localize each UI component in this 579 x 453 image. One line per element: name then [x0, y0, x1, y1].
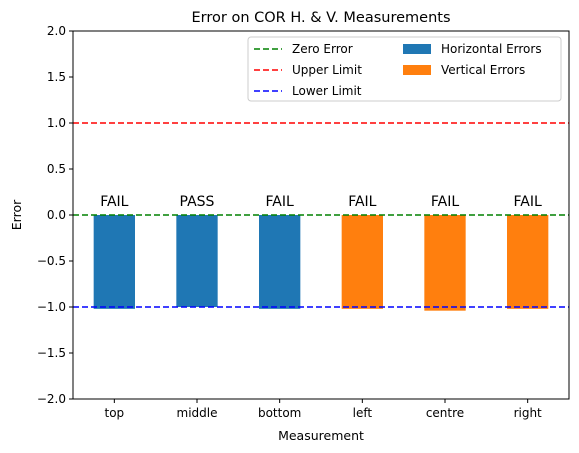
y-tick-label: −1.0	[37, 300, 66, 314]
legend-label: Zero Error	[292, 42, 353, 56]
x-tick-label: middle	[177, 406, 218, 420]
legend-swatch	[403, 44, 431, 54]
bar-status-label: FAIL	[266, 194, 294, 210]
legend-swatch	[403, 65, 431, 75]
legend-label: Upper Limit	[292, 63, 362, 77]
x-tick-label: right	[514, 406, 542, 420]
bar-status-label: FAIL	[514, 194, 542, 210]
y-tick-label: −2.0	[37, 392, 66, 406]
bar-status-label: PASS	[180, 194, 215, 210]
y-tick-label: 1.0	[47, 116, 66, 130]
x-tick-label: left	[353, 406, 373, 420]
y-tick-label: 2.0	[47, 24, 66, 38]
legend-label: Vertical Errors	[441, 63, 525, 77]
y-tick-label: 1.5	[47, 70, 66, 84]
y-tick-label: 0.0	[47, 208, 66, 222]
bar-centre	[424, 215, 466, 311]
x-axis-label: Measurement	[278, 428, 364, 443]
bar-middle	[176, 215, 218, 307]
legend-label: Horizontal Errors	[441, 42, 542, 56]
bar-status-label: FAIL	[348, 194, 376, 210]
x-tick-label: centre	[426, 406, 464, 420]
y-axis-label: Error	[9, 199, 24, 230]
x-tick-label: top	[104, 406, 124, 420]
legend-label: Lower Limit	[292, 84, 362, 98]
y-tick-label: 0.5	[47, 162, 66, 176]
x-tick-label: bottom	[258, 406, 301, 420]
bar-top	[93, 215, 135, 309]
bar-status-label: FAIL	[431, 194, 459, 210]
y-tick-label: −1.5	[37, 346, 66, 360]
y-tick-label: −0.5	[37, 254, 66, 268]
bar-status-label: FAIL	[100, 194, 128, 210]
bar-bottom	[259, 215, 301, 309]
bar-right	[507, 215, 549, 309]
plot-area: FAIL PASS FAIL FAIL FAIL FAIL −2.0 −1.5 −1.0 −0.5…	[37, 24, 570, 420]
bar-left	[341, 215, 383, 309]
chart-title: Error on COR H. & V. Measurements	[192, 10, 451, 26]
